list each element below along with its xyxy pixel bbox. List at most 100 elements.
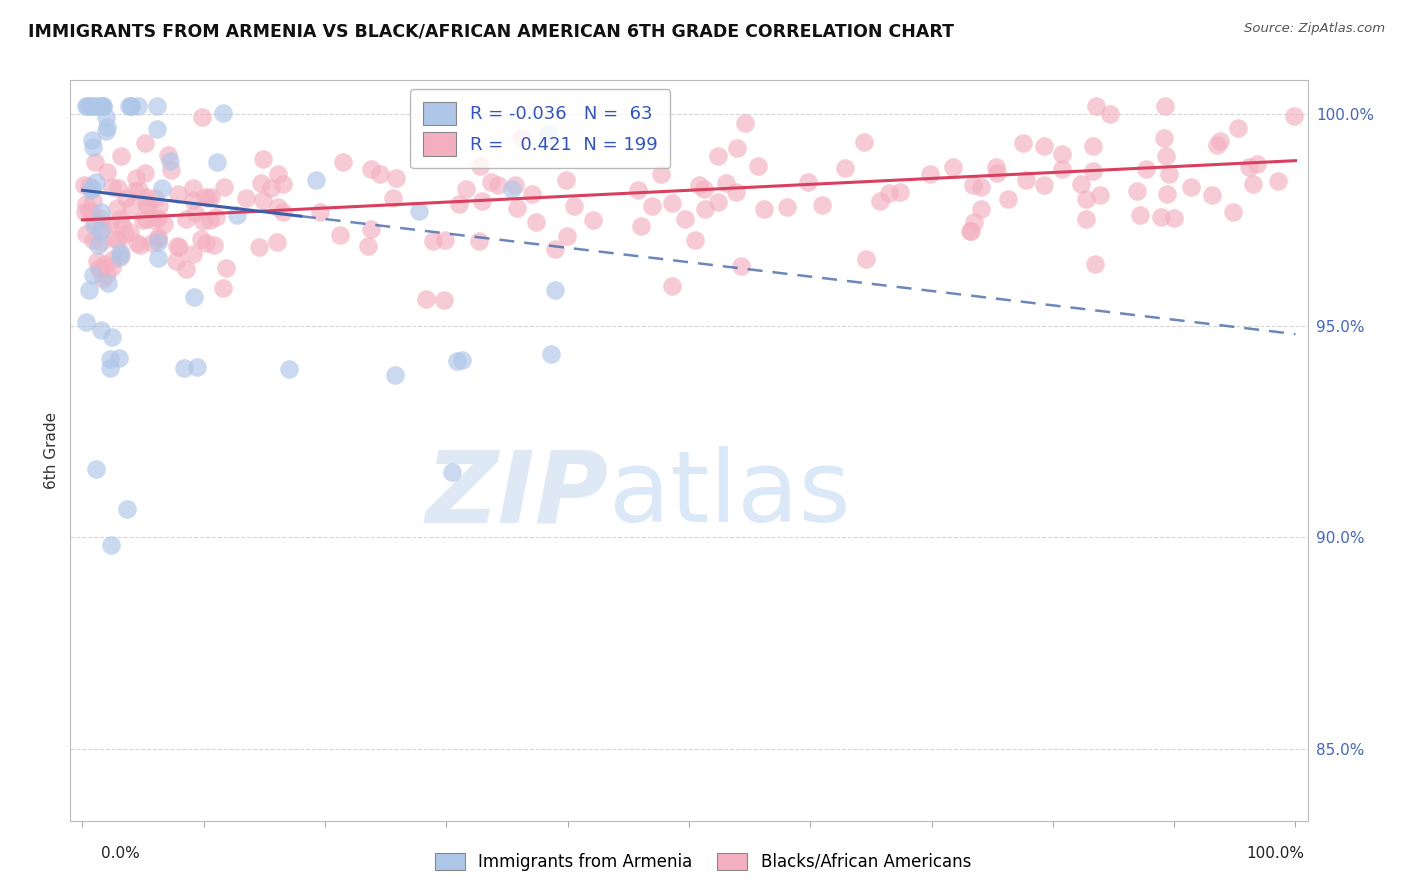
Point <box>166 239 188 253</box>
Point <box>960 223 983 237</box>
Point <box>108 351 131 366</box>
Point <box>90 323 112 337</box>
Point <box>83 98 105 112</box>
Point <box>82 205 104 219</box>
Point <box>544 283 567 297</box>
Point <box>1157 167 1180 181</box>
Y-axis label: 6th Grade: 6th Grade <box>44 412 59 489</box>
Point <box>146 232 169 246</box>
Point <box>100 538 122 552</box>
Point <box>730 259 752 273</box>
Point <box>329 227 352 242</box>
Point <box>108 244 131 259</box>
Point <box>986 166 1008 180</box>
Point <box>82 194 104 209</box>
Point <box>84 98 107 112</box>
Point <box>146 98 169 112</box>
Point <box>1033 139 1056 153</box>
Text: 0.0%: 0.0% <box>101 847 141 861</box>
Point <box>111 219 134 233</box>
Text: IMMIGRANTS FROM ARMENIA VS BLACK/AFRICAN AMERICAN 6TH GRADE CORRELATION CHART: IMMIGRANTS FROM ARMENIA VS BLACK/AFRICAN… <box>28 22 955 40</box>
Point <box>626 183 648 197</box>
Point <box>159 163 181 178</box>
Point <box>524 215 547 229</box>
Point <box>184 206 207 220</box>
Point <box>332 155 354 169</box>
Point <box>173 360 195 375</box>
Text: atlas: atlas <box>609 446 851 543</box>
Point <box>1209 134 1232 148</box>
Point <box>734 116 756 130</box>
Point <box>79 98 101 112</box>
Point <box>80 133 103 147</box>
Text: 100.0%: 100.0% <box>1247 847 1305 861</box>
Point <box>1015 173 1038 187</box>
Point <box>77 178 100 193</box>
Point <box>707 195 730 210</box>
Point <box>357 239 380 253</box>
Point <box>384 368 406 382</box>
Point <box>124 184 146 198</box>
Point <box>198 212 221 227</box>
Point <box>305 172 328 186</box>
Point <box>1074 211 1097 226</box>
Point <box>150 181 173 195</box>
Point <box>415 292 437 306</box>
Point <box>852 135 875 149</box>
Point <box>135 196 157 211</box>
Point <box>1201 187 1223 202</box>
Point <box>159 154 181 169</box>
Point <box>211 281 233 295</box>
Point <box>136 199 159 213</box>
Point <box>135 190 157 204</box>
Point <box>986 161 1008 175</box>
Point <box>235 191 257 205</box>
Point <box>200 190 222 204</box>
Point <box>1237 160 1260 174</box>
Point <box>368 167 391 181</box>
Point <box>82 180 104 194</box>
Point <box>382 191 405 205</box>
Point <box>101 252 124 266</box>
Point <box>1129 208 1152 222</box>
Point <box>1222 205 1244 219</box>
Point <box>75 196 97 211</box>
Point <box>1227 120 1250 135</box>
Point <box>183 181 205 195</box>
Point <box>90 211 112 226</box>
Point <box>278 362 301 376</box>
Point <box>544 242 567 256</box>
Point <box>183 290 205 304</box>
Point <box>73 178 96 192</box>
Point <box>537 127 560 141</box>
Point <box>747 159 769 173</box>
Point <box>120 200 142 214</box>
Point <box>963 215 986 229</box>
Point <box>266 200 288 214</box>
Point <box>1081 164 1104 178</box>
Point <box>82 140 104 154</box>
Point <box>1081 139 1104 153</box>
Point <box>250 177 273 191</box>
Point <box>1150 210 1173 224</box>
Point <box>142 212 165 227</box>
Point <box>486 178 509 192</box>
Point <box>1012 136 1035 150</box>
Point <box>131 213 153 227</box>
Point <box>1205 138 1227 153</box>
Point <box>100 260 122 275</box>
Point <box>226 208 249 222</box>
Point <box>167 186 190 201</box>
Point <box>479 175 502 189</box>
Point <box>714 176 737 190</box>
Point <box>86 254 108 268</box>
Point <box>752 202 775 216</box>
Point <box>128 184 150 198</box>
Point <box>152 217 174 231</box>
Point <box>267 167 290 181</box>
Point <box>422 234 444 248</box>
Point <box>197 190 219 204</box>
Point <box>165 253 187 268</box>
Point <box>100 330 122 344</box>
Point <box>260 180 283 194</box>
